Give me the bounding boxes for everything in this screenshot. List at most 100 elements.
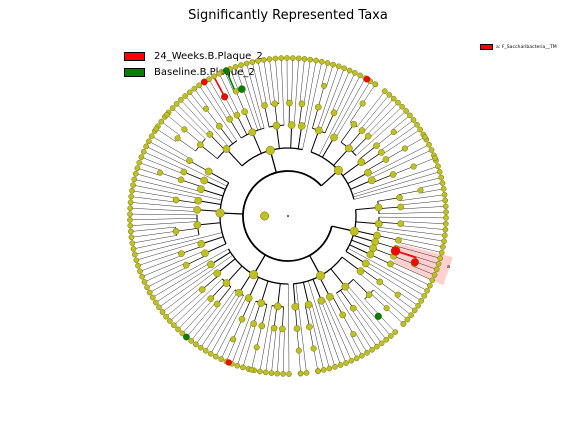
tree-node [389, 171, 397, 178]
tree-node [253, 344, 260, 351]
branch-line [404, 136, 425, 149]
tree-node [382, 156, 390, 163]
tree-node [249, 270, 259, 280]
tree-node [132, 170, 139, 177]
branch-line [275, 58, 280, 104]
tree-node [376, 278, 384, 286]
tree-node [421, 292, 428, 299]
branch-line [176, 103, 209, 137]
branch-line [240, 65, 262, 130]
branch-line [311, 303, 330, 369]
tree-node [215, 208, 225, 218]
tree-node [258, 322, 266, 330]
tree-node [273, 302, 282, 311]
branch-line [201, 274, 220, 290]
tree-node [433, 266, 440, 273]
tree-node [287, 214, 290, 217]
tree-node [235, 288, 243, 297]
branch-line [352, 166, 439, 195]
node-layer [127, 55, 449, 377]
branch-line [136, 241, 201, 261]
tree-node [313, 57, 319, 64]
branch-line [197, 222, 221, 226]
tree-node [237, 85, 246, 93]
legend-item-baseline: Baseline.B.Plaque_2 [124, 67, 255, 78]
branch-line [308, 280, 336, 367]
tree-node [213, 269, 222, 278]
tree-node [364, 349, 370, 356]
tree-node [181, 126, 188, 133]
branch-line [350, 335, 363, 356]
branch-line [220, 338, 231, 360]
tree-node [159, 309, 166, 315]
branch-line [298, 103, 303, 126]
tree-node [437, 255, 444, 262]
tree-node [131, 251, 138, 258]
branch-line [355, 207, 379, 211]
branch-line [208, 171, 229, 184]
tree-node [304, 300, 313, 309]
branch-line [156, 128, 176, 142]
branch-line [201, 236, 224, 245]
tree-node [193, 205, 201, 214]
branch-line [353, 234, 376, 243]
branch-line [271, 328, 277, 374]
branch-line [162, 271, 216, 313]
branch-line [369, 144, 430, 176]
tree-node [316, 271, 326, 281]
branch-line [332, 78, 366, 137]
tree-node [196, 141, 204, 149]
branch-line [400, 221, 446, 224]
tree-node [438, 174, 445, 181]
branch-line [302, 61, 322, 150]
tree-node [193, 221, 202, 229]
tree-node [390, 246, 401, 256]
branch-line [129, 218, 198, 221]
branch-line [291, 58, 294, 104]
branch-line [277, 328, 281, 374]
tree-node [349, 226, 359, 236]
branch-line [413, 266, 435, 276]
tree-node [321, 82, 328, 89]
tree-node [330, 133, 338, 142]
branch-line [308, 304, 324, 370]
branch-line [263, 59, 271, 105]
branch-line [204, 180, 226, 190]
tree-node [320, 367, 327, 373]
tree-node [272, 55, 279, 62]
branch-line [177, 296, 210, 330]
tree-node [356, 267, 365, 275]
tree-node [414, 121, 420, 128]
tree-node [163, 111, 170, 118]
tree-node [293, 325, 301, 332]
tree-node [149, 294, 156, 301]
tree-node [400, 321, 407, 327]
branch-line [205, 108, 220, 127]
tree-node [298, 100, 306, 108]
tree-node [286, 99, 293, 107]
branch-line [139, 162, 162, 171]
tree-node [222, 145, 231, 153]
branch-line [175, 227, 198, 232]
legend-item-24-weeks: 24_Weeks.B.Plaque_2 [124, 51, 263, 62]
tree-node [232, 64, 239, 70]
branch-line [320, 68, 345, 131]
branch-line [169, 290, 204, 322]
tree-node [172, 196, 180, 204]
branch-line [134, 179, 222, 201]
tree-node [265, 145, 275, 155]
branch-line [208, 79, 232, 119]
tree-node [133, 257, 140, 264]
tree-node [213, 300, 221, 308]
tree-node [260, 57, 267, 63]
branch-line [186, 302, 216, 338]
branch-line [260, 280, 269, 304]
branch-line [257, 60, 267, 106]
tree-node [127, 199, 134, 206]
branch-line [304, 60, 317, 127]
tree-node [188, 338, 194, 344]
branch-line [176, 199, 198, 204]
tree-node [139, 273, 145, 280]
branch-line [288, 283, 290, 375]
tree-node [357, 158, 366, 166]
